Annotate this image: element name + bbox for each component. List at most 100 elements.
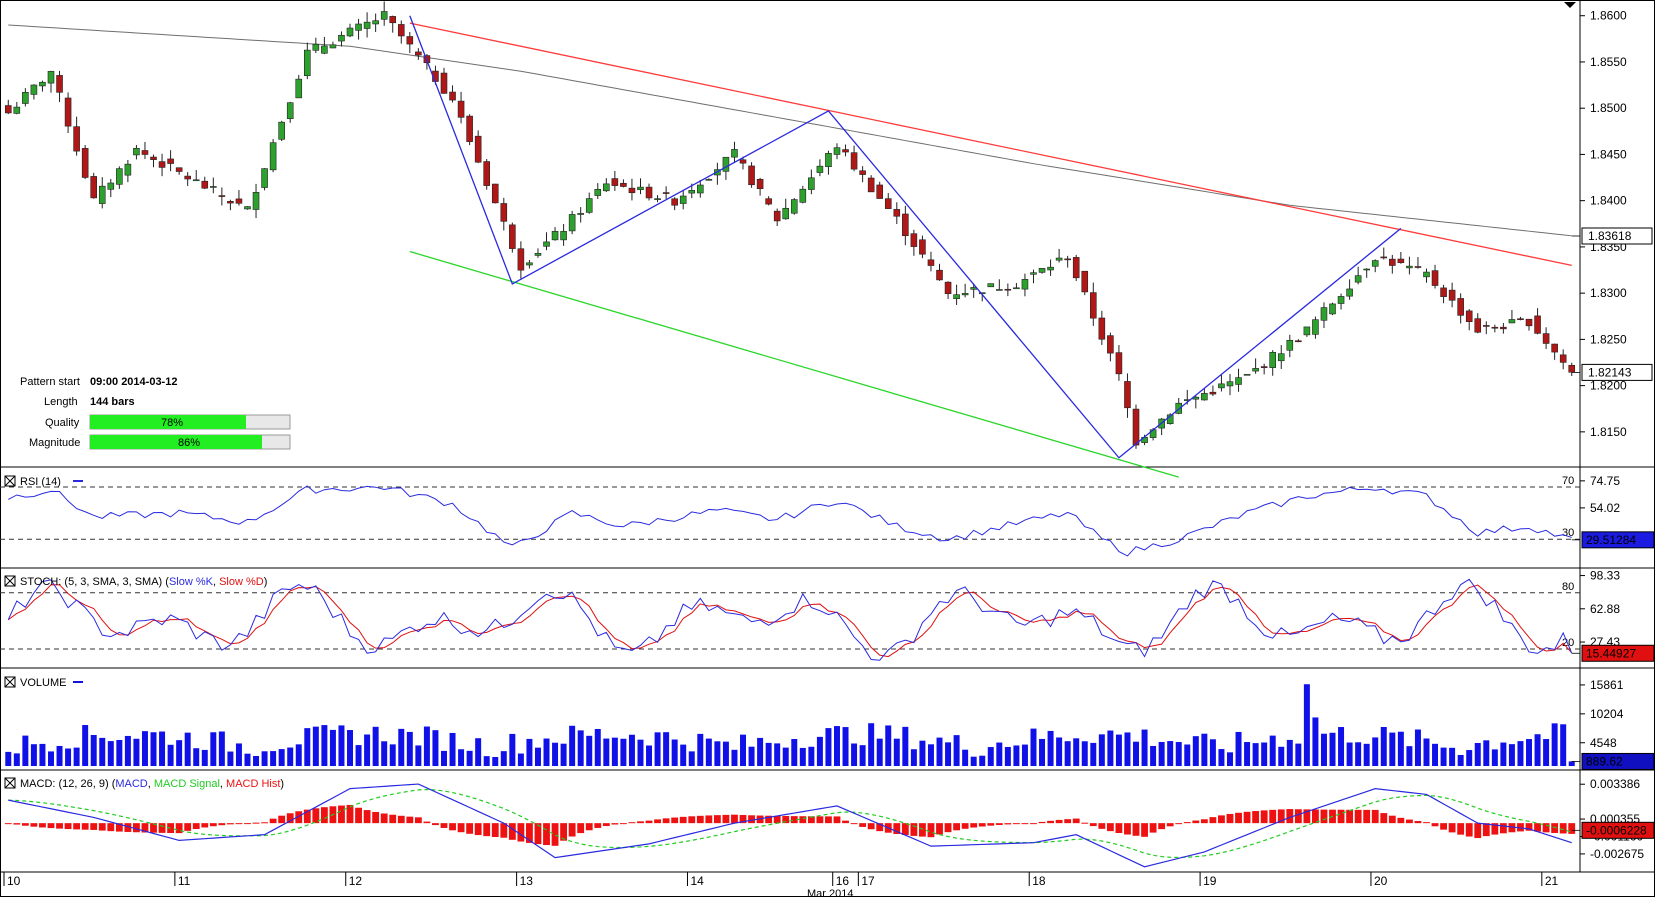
macd-hist-bar <box>1337 809 1345 824</box>
candle-body <box>329 44 337 49</box>
macd-hist-bar <box>107 823 115 832</box>
macd-hist-bar <box>594 823 602 828</box>
candle-body <box>919 239 926 255</box>
macd-hist-bar <box>1038 821 1046 824</box>
candle-body <box>1124 381 1131 409</box>
volume-bar <box>731 749 738 766</box>
macd-hist-bar <box>13 823 21 825</box>
volume-bar <box>842 727 849 766</box>
candle-body <box>150 156 157 160</box>
volume-bar <box>440 750 447 766</box>
macd-hist-bar <box>654 819 661 824</box>
candle-body <box>1132 408 1140 446</box>
macd-tick-label: -0.002675 <box>1590 847 1644 861</box>
candle-body <box>1047 266 1054 271</box>
macd-hist-bar <box>551 823 559 846</box>
macd-hist-bar <box>978 823 986 827</box>
macd-hist-bar <box>713 815 721 824</box>
volume-bar <box>304 728 311 766</box>
volume-bar <box>1039 738 1046 766</box>
volume-bar <box>1013 745 1020 766</box>
macd-hist-bar <box>1260 810 1268 824</box>
volume-bar <box>1560 724 1567 766</box>
volume-bar <box>1355 742 1362 766</box>
volume-bar <box>218 731 225 766</box>
macd-line <box>8 783 1572 868</box>
volume-bar <box>663 732 670 766</box>
volume-bar <box>1457 754 1464 766</box>
candle-body <box>1107 335 1114 354</box>
candle-body <box>466 115 473 142</box>
candle-body <box>440 72 448 94</box>
volume-bar <box>235 743 242 766</box>
macd-hist-bar <box>1517 823 1524 832</box>
macd-hist-bar <box>4 823 12 825</box>
macd-hist-bar <box>671 817 679 824</box>
macd-hist-bar <box>1277 809 1285 824</box>
volume-bar <box>808 746 815 766</box>
candle-body <box>850 152 858 170</box>
volume-bar <box>1107 730 1114 766</box>
volume-bar <box>1483 740 1490 766</box>
candle-body <box>90 176 97 199</box>
macd-hist-bar <box>235 823 243 825</box>
volume-bar <box>1414 729 1421 766</box>
macd-hist-bar <box>1047 820 1054 824</box>
candle-body <box>491 183 499 204</box>
macd-hist-bar <box>295 811 303 824</box>
support-trend-line <box>409 250 1179 478</box>
time-axis: 10 11 12 13 14 16 17 18 19 20 21 Mar 2014 <box>3 872 1558 897</box>
volume-bar <box>406 731 413 766</box>
candle-body <box>1115 352 1123 375</box>
volume-bar <box>56 745 63 766</box>
volume-bar <box>782 747 789 766</box>
macd-hist-bar <box>209 823 217 827</box>
rsi-level-label: 30 <box>1562 527 1574 539</box>
candle-body <box>1380 256 1388 259</box>
candle-body <box>56 75 63 93</box>
macd-hist-bar <box>355 807 362 824</box>
macd-hist-bar <box>611 823 619 825</box>
volume-bar <box>193 748 200 766</box>
candle-body <box>380 11 388 20</box>
candle-body <box>406 36 414 45</box>
volume-bar <box>987 747 994 766</box>
candle-body <box>816 165 824 173</box>
volume-bar <box>1508 744 1515 766</box>
volume-bar <box>919 740 926 766</box>
candle-body <box>1465 310 1473 323</box>
volume-bar <box>748 746 755 766</box>
candle-body <box>210 186 217 188</box>
macd-hist-bar <box>1320 809 1328 824</box>
macd-hist-bar <box>56 823 63 829</box>
candle-body <box>1329 303 1336 315</box>
volume-bar <box>833 726 840 766</box>
resistance-trend-line <box>409 22 1572 267</box>
macd-hist-bar <box>1183 822 1191 824</box>
macd-hist-bar <box>286 813 294 824</box>
moving-average-line <box>8 24 1572 237</box>
macd-hist-bar <box>1030 823 1037 825</box>
macd-hist-bar <box>1149 823 1157 833</box>
macd-hist-bar <box>457 823 465 833</box>
macd-title: MACD: (12, 26, 9) (MACD, MACD Signal, MA… <box>20 778 284 790</box>
candle-body <box>218 195 226 197</box>
candle-body <box>645 186 653 199</box>
macd-hist-bar <box>936 823 943 835</box>
candle-body <box>654 198 661 200</box>
candle-body <box>1243 373 1251 376</box>
candle-body <box>346 27 354 37</box>
candle-body <box>705 178 713 181</box>
volume-bar <box>953 735 960 766</box>
volume-bar <box>1526 739 1533 766</box>
macd-hist-bar <box>799 816 807 824</box>
price-tick-label: 1.8200 <box>1590 379 1627 393</box>
candle-body <box>1226 381 1234 387</box>
volume-bar <box>1218 749 1225 766</box>
macd-hist-bar <box>158 823 166 833</box>
volume-bar <box>141 731 148 766</box>
macd-hist-bar <box>1141 823 1148 837</box>
price-tick-label: 1.8450 <box>1590 147 1627 161</box>
macd-hist-bar <box>47 823 55 829</box>
candle-body <box>244 206 251 210</box>
